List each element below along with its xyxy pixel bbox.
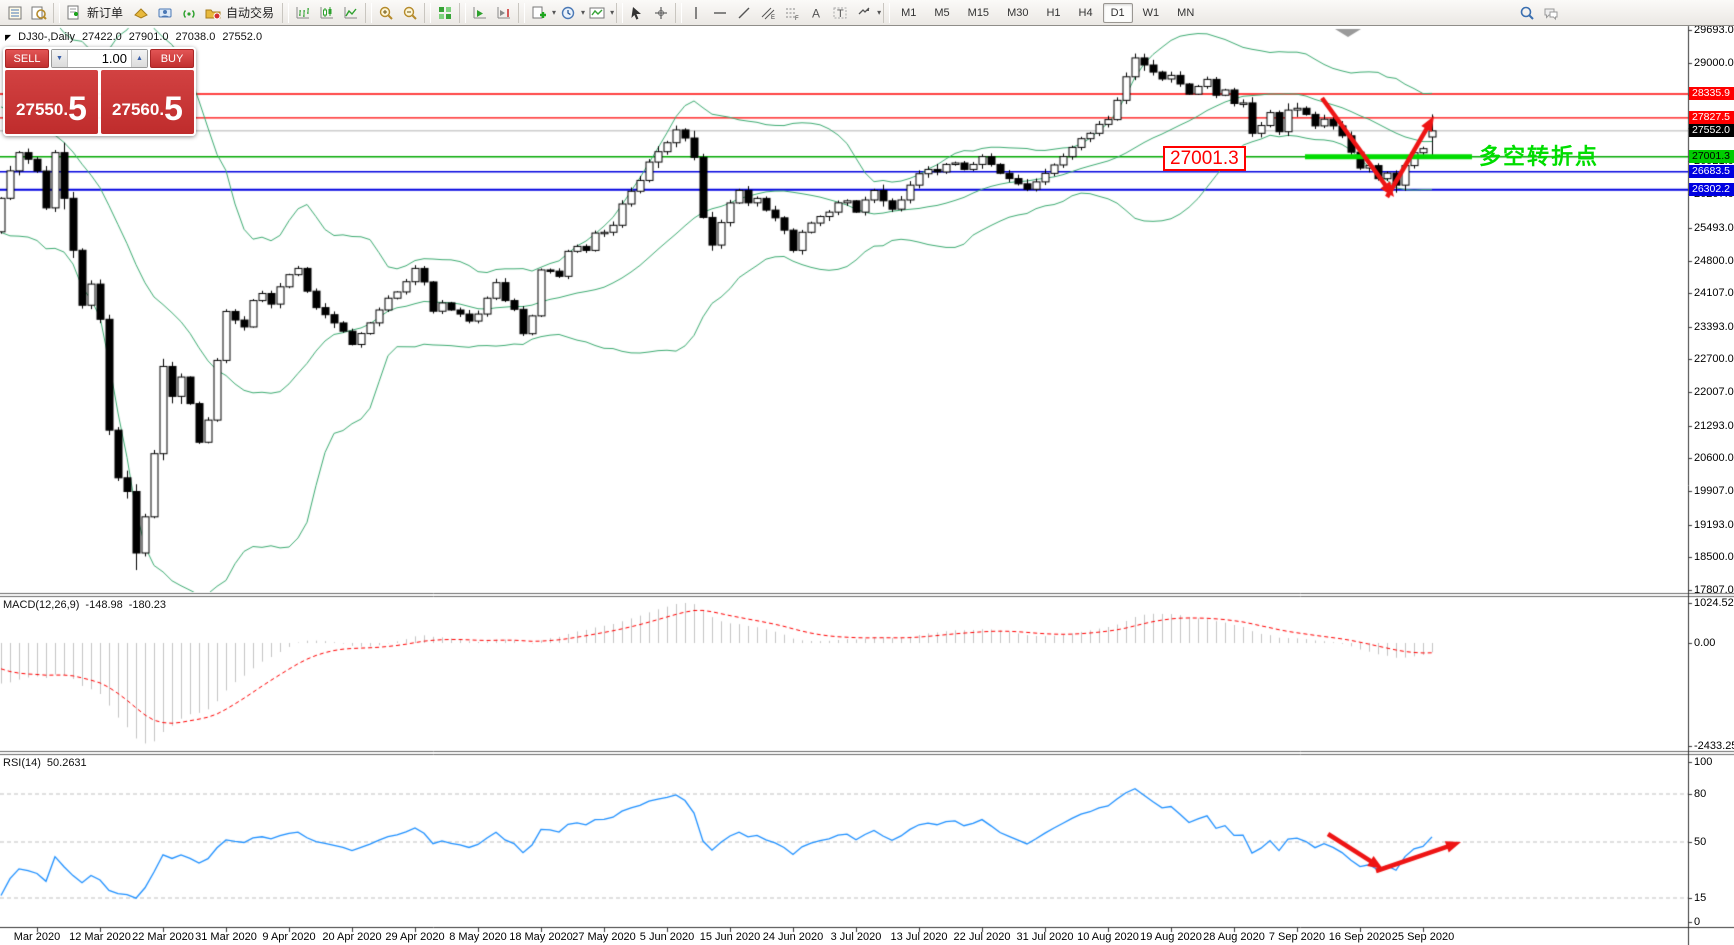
autotrade-label[interactable]: 自动交易 bbox=[226, 6, 275, 20]
svg-text:A: A bbox=[812, 6, 820, 20]
toolbar-separator bbox=[616, 2, 624, 23]
cursor-icon[interactable] bbox=[625, 2, 649, 24]
chevron-down-icon[interactable]: ▾ bbox=[877, 8, 882, 17]
toolbar-separator bbox=[424, 2, 432, 23]
ask-pip: 5 bbox=[164, 90, 183, 128]
bid-price: 27550 bbox=[16, 100, 64, 119]
timeframe-mn[interactable]: MN bbox=[1177, 6, 1195, 19]
toolbar-separator bbox=[459, 2, 467, 23]
signal-icon[interactable] bbox=[177, 2, 201, 24]
chevron-down-icon[interactable]: ▾ bbox=[552, 8, 557, 17]
channel-tool-icon[interactable]: E bbox=[756, 2, 780, 24]
chat-icon[interactable] bbox=[1539, 2, 1563, 24]
zoom-out-icon[interactable] bbox=[398, 2, 422, 24]
mql5-icon[interactable] bbox=[129, 2, 153, 24]
autotrade-icon[interactable] bbox=[201, 2, 225, 24]
svg-text:F: F bbox=[795, 16, 799, 21]
timeframe-m15[interactable]: M15 bbox=[967, 6, 990, 19]
volume-increase-button[interactable]: ▲ bbox=[131, 50, 147, 67]
label-tool-icon[interactable]: T bbox=[828, 2, 852, 24]
clock-icon[interactable] bbox=[556, 2, 580, 24]
timeframe-h4[interactable]: H4 bbox=[1078, 6, 1093, 19]
toolbar-separator bbox=[675, 2, 683, 23]
volume-stepper: ▼ 1.00 ▲ bbox=[51, 49, 148, 68]
timeframe-d1[interactable]: D1 bbox=[1102, 2, 1133, 23]
one-click-trading-widget[interactable]: SELL ▼ 1.00 ▲ BUY 27550. 5 27560. 5 bbox=[3, 47, 196, 136]
timeframe-m1[interactable]: M1 bbox=[901, 6, 917, 19]
toolbar-separator bbox=[365, 2, 373, 23]
timeframe-group: M1 M5 M15 M30 H1 H4 D1 W1 MN bbox=[892, 2, 1203, 23]
toolbar-separator bbox=[883, 2, 891, 23]
tile-windows-icon[interactable] bbox=[433, 2, 457, 24]
svg-text:E: E bbox=[771, 15, 775, 21]
bar-chart-icon[interactable] bbox=[291, 2, 315, 24]
svg-text:T: T bbox=[837, 8, 844, 20]
data-window-icon[interactable] bbox=[27, 2, 51, 24]
candlestick-chart-icon[interactable] bbox=[315, 2, 339, 24]
volume-decrease-button[interactable]: ▼ bbox=[52, 50, 68, 67]
search-icon[interactable] bbox=[1515, 2, 1539, 24]
new-chart-icon[interactable] bbox=[527, 2, 551, 24]
toolbar-separator bbox=[518, 2, 526, 23]
timeframe-h1[interactable]: H1 bbox=[1046, 6, 1061, 19]
main-toolbar: 新订单 自动交易 ▾ ▾ ▾ E F A T ▾ bbox=[0, 0, 1734, 26]
sell-price-box[interactable]: 27550. 5 bbox=[5, 70, 98, 134]
horizontal-line-tool-icon[interactable] bbox=[708, 2, 732, 24]
market-watch-icon[interactable] bbox=[3, 2, 27, 24]
ask-price: 27560 bbox=[112, 100, 160, 119]
line-chart-icon[interactable] bbox=[339, 2, 363, 24]
chart-shift-icon[interactable] bbox=[492, 2, 516, 24]
toolbar-separator bbox=[282, 2, 290, 23]
new-order-icon[interactable] bbox=[62, 2, 86, 24]
sell-button[interactable]: SELL bbox=[5, 49, 49, 68]
chevron-down-icon[interactable]: ▾ bbox=[610, 8, 615, 17]
new-order-label[interactable]: 新订单 bbox=[87, 6, 124, 20]
bid-pip: 5 bbox=[68, 90, 87, 128]
fibonacci-tool-icon[interactable]: F bbox=[780, 2, 804, 24]
vertical-line-tool-icon[interactable] bbox=[684, 2, 708, 24]
chart-profiles-icon[interactable] bbox=[585, 2, 609, 24]
buy-price-box[interactable]: 27560. 5 bbox=[101, 70, 194, 134]
trendline-tool-icon[interactable] bbox=[732, 2, 756, 24]
buy-button[interactable]: BUY bbox=[150, 49, 194, 68]
timeframe-m30[interactable]: M30 bbox=[1007, 6, 1029, 19]
volume-input[interactable]: 1.00 bbox=[101, 51, 127, 66]
arrows-tool-icon[interactable] bbox=[852, 2, 876, 24]
turning-point-annotation[interactable]: 多空转折点 bbox=[1479, 144, 1600, 169]
toolbar-separator bbox=[53, 2, 60, 23]
community-icon[interactable] bbox=[153, 2, 177, 24]
zoom-in-icon[interactable] bbox=[374, 2, 398, 24]
crosshair-icon[interactable] bbox=[649, 2, 673, 24]
timeframe-m5[interactable]: M5 bbox=[934, 6, 950, 19]
chevron-down-icon[interactable]: ▾ bbox=[581, 8, 586, 17]
text-tool-icon[interactable]: A bbox=[804, 2, 828, 24]
timeframe-w1[interactable]: W1 bbox=[1142, 6, 1160, 19]
price-note-annotation[interactable]: 27001.3 bbox=[1163, 146, 1246, 171]
auto-scroll-icon[interactable] bbox=[468, 2, 492, 24]
